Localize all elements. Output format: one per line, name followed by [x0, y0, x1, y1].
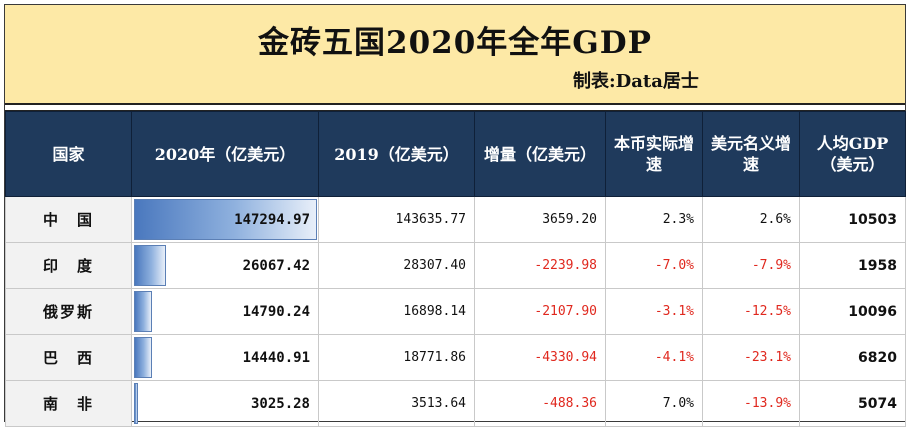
cell-per-capita[interactable]: 1958	[799, 242, 906, 289]
table-row: 巴 西 14440.91 18771.86 -4330.94 -4.1% -23.1% 68…	[5, 334, 906, 381]
cell-delta[interactable]: -4330.94	[474, 334, 606, 381]
cell-per-capita[interactable]: 10503	[799, 196, 906, 243]
header-per-capita[interactable]: 人均GDP（美元）	[799, 111, 906, 197]
data-bar	[134, 291, 152, 332]
cell-gdp-2020-value: 14790.24	[242, 303, 310, 320]
header-gdp-2020[interactable]: 2020年（亿美元）	[131, 111, 319, 197]
table-row: 中 国 147294.97 143635.77 3659.20 2.3% 2.6% 1050…	[5, 196, 906, 243]
header-row: 国家 2020年（亿美元） 2019（亿美元） 增量（亿美元） 本币实际增速 美…	[5, 111, 906, 197]
data-bar	[134, 199, 317, 240]
cell-gdp-2019[interactable]: 18771.86	[318, 334, 475, 381]
data-bar	[134, 383, 138, 424]
header-gdp-2019[interactable]: 2019（亿美元）	[318, 111, 475, 197]
header-real-growth[interactable]: 本币实际增速	[605, 111, 703, 197]
cell-gdp-2020[interactable]: 14440.91	[131, 334, 319, 381]
header-nominal-growth[interactable]: 美元名义增速	[702, 111, 800, 197]
data-bar	[134, 337, 152, 378]
cell-gdp-2020[interactable]: 14790.24	[131, 288, 319, 335]
cell-nominal-growth[interactable]: -12.5%	[702, 288, 800, 335]
cell-per-capita[interactable]: 10096	[799, 288, 906, 335]
cell-delta[interactable]: -2239.98	[474, 242, 606, 289]
cell-nominal-growth[interactable]: -13.9%	[702, 380, 800, 427]
header-delta[interactable]: 增量（亿美元）	[474, 111, 606, 197]
cell-gdp-2019[interactable]: 28307.40	[318, 242, 475, 289]
cell-real-growth[interactable]: 7.0%	[605, 380, 703, 427]
cell-nominal-growth[interactable]: 2.6%	[702, 196, 800, 243]
table-row: 俄罗斯 14790.24 16898.14 -2107.90 -3.1% -12.5% 10…	[5, 288, 906, 335]
cell-gdp-2020[interactable]: 147294.97	[131, 196, 319, 243]
cell-delta[interactable]: 3659.20	[474, 196, 606, 243]
cell-gdp-2020[interactable]: 3025.28	[131, 380, 319, 427]
cell-country[interactable]: 印 度	[5, 242, 132, 289]
divider	[5, 105, 905, 111]
cell-country[interactable]: 南 非	[5, 380, 132, 427]
cell-delta[interactable]: -2107.90	[474, 288, 606, 335]
cell-real-growth[interactable]: -3.1%	[605, 288, 703, 335]
title-banner: 金砖五国2020年全年GDP 制表:Data居士	[5, 5, 905, 105]
cell-country[interactable]: 俄罗斯	[5, 288, 132, 335]
cell-nominal-growth[interactable]: -7.9%	[702, 242, 800, 289]
cell-nominal-growth[interactable]: -23.1%	[702, 334, 800, 381]
table-row: 南 非 3025.28 3513.64 -488.36 7.0% -13.9% 5074	[5, 380, 906, 427]
cell-gdp-2020-value: 147294.97	[234, 211, 310, 228]
cell-delta[interactable]: -488.36	[474, 380, 606, 427]
cell-real-growth[interactable]: 2.3%	[605, 196, 703, 243]
table-row: 印 度 26067.42 28307.40 -2239.98 -7.0% -7.9% 195…	[5, 242, 906, 289]
cell-country[interactable]: 中 国	[5, 196, 132, 243]
spreadsheet: 金砖五国2020年全年GDP 制表:Data居士 国家 2020年（亿美元） 2…	[4, 4, 906, 427]
cell-gdp-2019[interactable]: 3513.64	[318, 380, 475, 427]
header-country[interactable]: 国家	[5, 111, 132, 197]
data-bar	[134, 245, 166, 286]
cell-real-growth[interactable]: -7.0%	[605, 242, 703, 289]
cell-gdp-2019[interactable]: 143635.77	[318, 196, 475, 243]
credit-label: 制表:Data居士	[573, 71, 699, 92]
cell-gdp-2020-value: 14440.91	[242, 349, 310, 366]
cell-real-growth[interactable]: -4.1%	[605, 334, 703, 381]
cell-per-capita[interactable]: 5074	[799, 380, 906, 427]
page-title: 金砖五国2020年全年GDP	[258, 25, 652, 61]
cell-gdp-2020-value: 26067.42	[242, 257, 310, 274]
cell-gdp-2020-value: 3025.28	[250, 395, 310, 412]
gdp-table: 国家 2020年（亿美元） 2019（亿美元） 增量（亿美元） 本币实际增速 美…	[5, 111, 906, 427]
cell-country[interactable]: 巴 西	[5, 334, 132, 381]
cell-gdp-2020[interactable]: 26067.42	[131, 242, 319, 289]
cell-gdp-2019[interactable]: 16898.14	[318, 288, 475, 335]
cell-per-capita[interactable]: 6820	[799, 334, 906, 381]
